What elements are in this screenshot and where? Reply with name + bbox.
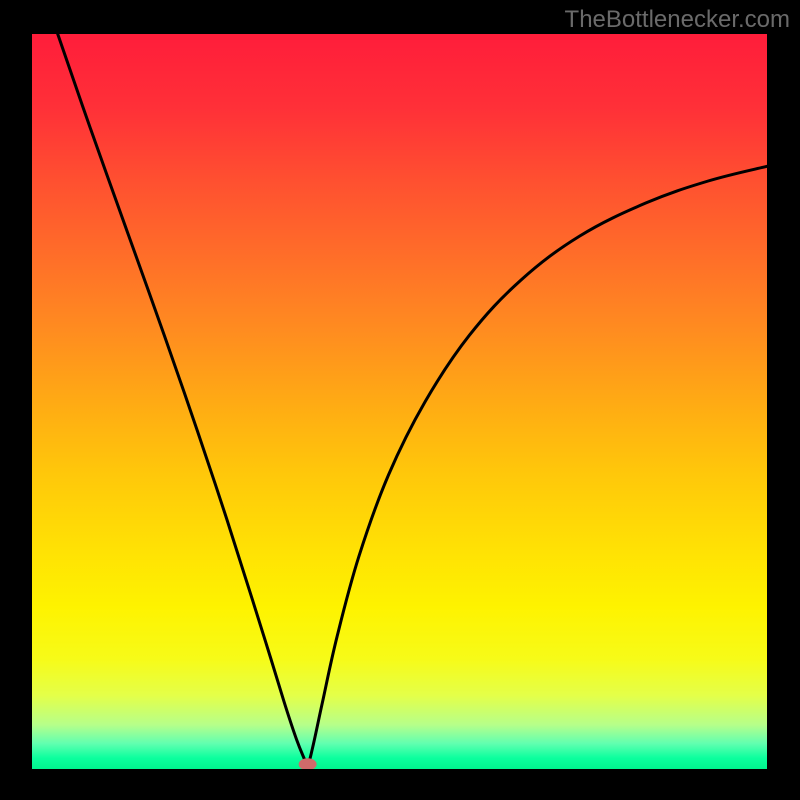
- performance-curve: [58, 34, 767, 766]
- plot-area: [32, 34, 767, 769]
- chart-frame: TheBottlenecker.com: [0, 0, 800, 800]
- optimum-marker: [299, 758, 317, 769]
- watermark-text: TheBottlenecker.com: [565, 6, 790, 34]
- curve-layer: [32, 34, 767, 769]
